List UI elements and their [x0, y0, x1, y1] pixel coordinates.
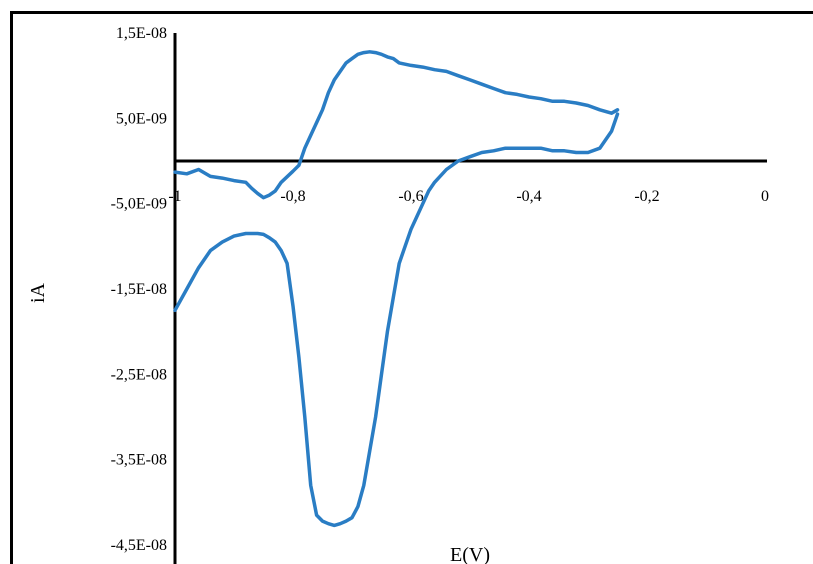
- y-tick-label: -1,5E-08: [111, 281, 167, 298]
- x-tick-label: -0,6: [398, 188, 423, 205]
- y-axis-title: iA: [27, 282, 49, 303]
- y-tick-label: 5,0E-09: [116, 110, 167, 127]
- x-tick-label: -0,2: [634, 188, 659, 205]
- chart-frame: [10, 11, 813, 564]
- x-tick-label: 0: [761, 188, 769, 205]
- x-tick-label: -0,8: [280, 188, 305, 205]
- x-tick-label: -0,4: [516, 188, 541, 205]
- x-tick-label: -1: [168, 188, 181, 205]
- series-line-forward-scan: [173, 50, 620, 200]
- x-axis-title: E(V): [450, 544, 490, 564]
- y-tick-label: -3,5E-08: [111, 452, 167, 469]
- series-line-reverse-scan: [173, 112, 620, 528]
- y-tick-label: -4,5E-08: [111, 537, 167, 554]
- y-tick-label: -2,5E-08: [111, 366, 167, 383]
- y-tick-label: -5,0E-09: [111, 196, 167, 213]
- y-tick-label: 1,5E-08: [116, 25, 167, 42]
